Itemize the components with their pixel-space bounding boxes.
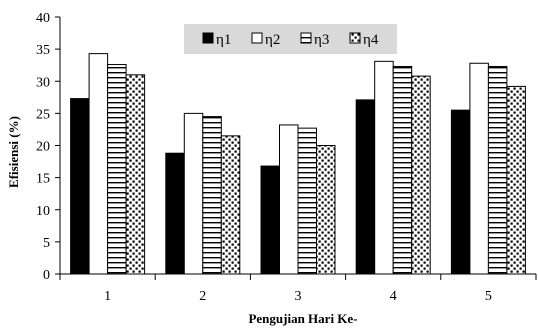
bar-η2-day-5 bbox=[469, 62, 489, 275]
y-tick-label: 30 bbox=[36, 75, 50, 90]
bar-η4-day-4 bbox=[411, 75, 431, 275]
y-tick-label: 20 bbox=[36, 140, 50, 155]
x-tick-label: 1 bbox=[104, 289, 111, 304]
legend-label-η3: η3 bbox=[314, 32, 329, 48]
bar-η1-day-2 bbox=[165, 152, 185, 275]
bar-η1-day-5 bbox=[450, 109, 471, 275]
bar-η3-day-4 bbox=[392, 65, 413, 275]
bar-η4-day-5 bbox=[506, 85, 526, 275]
bar-η2-day-4 bbox=[374, 60, 394, 275]
legend: η1 η2 η3 η4 bbox=[184, 24, 397, 54]
legend-swatch-η2 bbox=[251, 32, 263, 44]
x-tick-label: 3 bbox=[295, 289, 302, 304]
x-tick-label: 5 bbox=[485, 289, 492, 304]
bar-η2-day-2 bbox=[183, 112, 204, 275]
legend-label-η1: η1 bbox=[216, 32, 231, 48]
y-axis-title: Efisiensi (%) bbox=[6, 116, 21, 188]
legend-label-η2: η2 bbox=[265, 32, 280, 48]
bar-η3-day-2 bbox=[202, 116, 222, 275]
bar-η1-day-3 bbox=[260, 165, 280, 275]
x-tick-label: 4 bbox=[390, 289, 397, 304]
x-tick-label: 2 bbox=[199, 289, 206, 304]
bar-η3-day-5 bbox=[487, 65, 508, 275]
x-axis-title: Pengujian Hari Ke- bbox=[248, 311, 357, 326]
bar-η2-day-3 bbox=[279, 124, 299, 275]
y-tick-label: 35 bbox=[36, 43, 50, 58]
legend-swatch-η4 bbox=[349, 32, 361, 44]
y-tick-label: 25 bbox=[36, 107, 50, 122]
bar-η1-day-1 bbox=[70, 98, 90, 275]
bar-η4-day-1 bbox=[125, 74, 146, 275]
x-axis: 1 2 3 4 5 bbox=[59, 273, 537, 304]
bar-η4-day-3 bbox=[316, 145, 336, 275]
bar-η1-day-4 bbox=[355, 99, 376, 275]
legend-swatch-η1 bbox=[202, 32, 214, 44]
y-tick-label: 5 bbox=[43, 236, 50, 251]
plot-area bbox=[70, 53, 526, 275]
y-tick-label: 15 bbox=[36, 172, 50, 187]
y-axis: 0 5 10 15 20 25 30 35 40 bbox=[36, 11, 61, 283]
y-tick-label: 0 bbox=[43, 268, 50, 283]
bar-η3-day-1 bbox=[107, 64, 127, 275]
y-tick-label: 40 bbox=[36, 11, 50, 26]
legend-swatch-η3 bbox=[300, 32, 312, 44]
bar-η2-day-1 bbox=[88, 53, 109, 275]
bar-η3-day-3 bbox=[297, 127, 317, 275]
y-tick-label: 10 bbox=[36, 204, 50, 219]
bar-η4-day-2 bbox=[220, 135, 241, 275]
legend-box bbox=[184, 24, 397, 54]
legend-label-η4: η4 bbox=[363, 32, 379, 48]
